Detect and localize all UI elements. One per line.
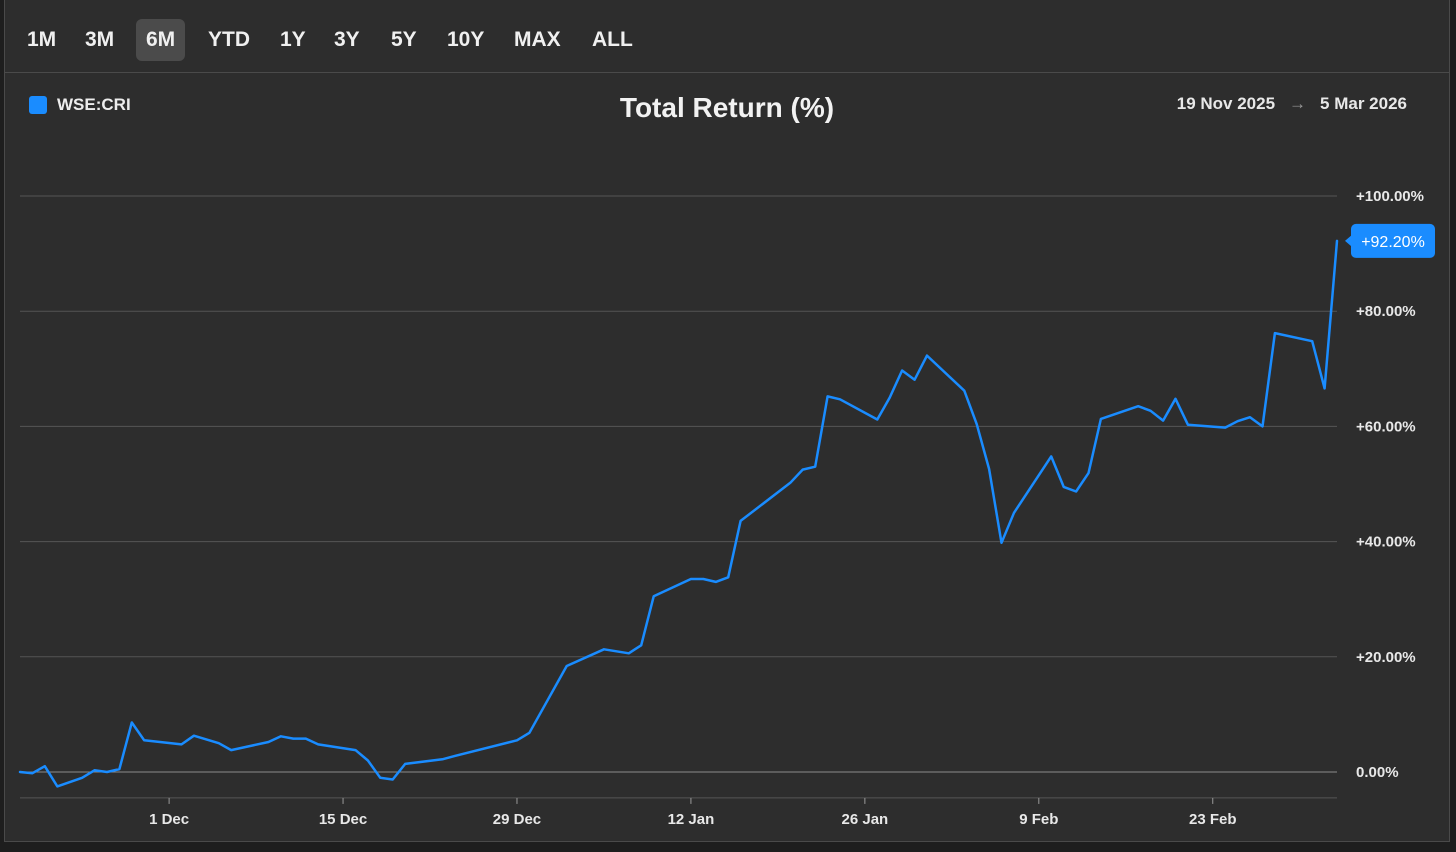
chart-title: Total Return (%)	[619, 92, 835, 123]
y-tick-label: +80.00%	[1356, 303, 1416, 320]
range-button-3y[interactable]: 3Y	[334, 28, 360, 51]
y-tick-label: 0.00%	[1356, 764, 1399, 781]
range-button-max[interactable]: MAX	[514, 28, 561, 51]
range-button-6m[interactable]: 6M	[136, 19, 186, 61]
arrow-right-icon: →	[1289, 94, 1307, 113]
y-tick-label: +20.00%	[1356, 649, 1416, 666]
x-tick-label: 29 Dec	[493, 811, 541, 828]
x-tick-label: 12 Jan	[668, 811, 715, 828]
x-tick-label: 23 Feb	[1189, 811, 1237, 828]
range-button-all[interactable]: ALL	[592, 28, 633, 51]
value-badge	[1351, 223, 1435, 258]
range-button-10y[interactable]: 10Y	[447, 28, 485, 51]
date-range[interactable]: 19 Nov 2025 → 5 Mar 2026	[1177, 94, 1407, 114]
value-badge-pointer	[1345, 234, 1352, 247]
legend-label: WSE:CRI	[57, 95, 131, 114]
legend: WSE:CRI	[29, 94, 131, 116]
range-button-5y[interactable]: 5Y	[391, 28, 417, 51]
date-range-start: 19 Nov 2025	[1176, 94, 1276, 113]
line-chart[interactable]: 0.00% +20.00% +40.00% +60.00% +80.00% +100.00…	[5, 0, 1451, 842]
range-button-1m[interactable]: 1M	[27, 28, 57, 51]
range-button-1y[interactable]: 1Y	[280, 28, 306, 51]
y-tick-label: +100.00%	[1356, 188, 1424, 205]
range-button-3m[interactable]: 3M	[85, 28, 115, 51]
x-tick-label: 15 Dec	[319, 811, 367, 828]
y-tick-label: +60.00%	[1356, 418, 1416, 435]
y-tick-label: +40.00%	[1356, 534, 1416, 551]
legend-swatch	[29, 96, 47, 114]
date-range-end: 5 Mar 2026	[1320, 94, 1407, 113]
value-badge-label: +92.20%	[1361, 234, 1425, 251]
range-button-ytd[interactable]: YTD	[208, 28, 250, 51]
x-tick-label: 26 Jan	[842, 811, 889, 828]
range-toolbar: 1M 3M 6M YTD 1Y 3Y 5Y 10Y MAX ALL	[5, 0, 1449, 73]
x-tick-label: 1 Dec	[149, 811, 189, 828]
chart-panel: 1M 3M 6M YTD 1Y 3Y 5Y 10Y MAX ALL WSE:CRI Total R…	[4, 0, 1450, 842]
series-line-wse-cri[interactable]	[18, 239, 1339, 788]
x-tick-label: 9 Feb	[1019, 811, 1058, 828]
